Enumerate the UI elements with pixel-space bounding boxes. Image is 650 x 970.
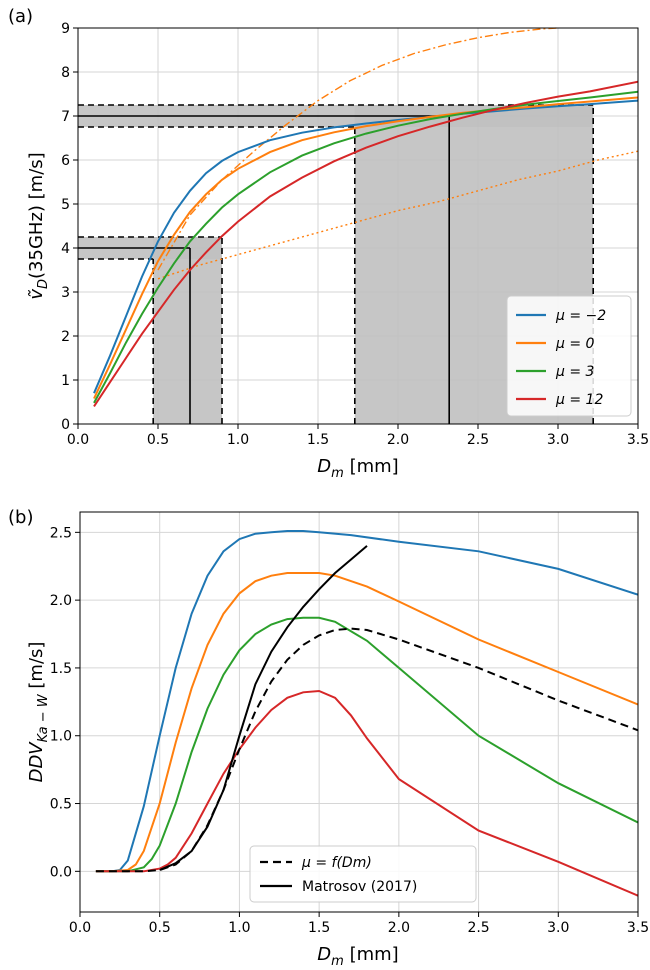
x-tick-label: 3.5 [627,920,649,936]
ddv-series-line-1 [95,572,639,873]
shaded-region [153,237,222,424]
x-tick-label: 0.5 [149,920,171,936]
panel-a: (a) 0.0 0.5 1.0 1.5 2.0 2.5 3.0 3.5 0 1 2 3 4 5 6 7 8 9 D… [8,6,649,481]
x-tick-label: 3.0 [547,920,569,936]
x-tick-label: 0.5 [147,432,169,448]
legend-label: μ = 0 [555,336,595,352]
x-tick-label: 1.5 [307,432,329,448]
panel-a-ylabel: ṽD(35GHz) [m/s] [26,152,51,299]
legend-label: μ = −2 [555,308,606,324]
legend-label: μ = f(Dm) [301,855,372,871]
panel-b-curves [95,530,639,897]
x-tick-label: 2.5 [467,920,489,936]
legend-label: μ = 12 [555,392,603,408]
y-tick-label: 8 [61,65,70,81]
panel-a-xlabel: Dm [mm] [317,456,398,481]
series-line-mu-1 [93,96,639,399]
y-tick-label: 7 [61,109,70,125]
x-tick-label: 1.0 [227,432,249,448]
y-tick-label: 1 [61,373,70,389]
x-tick-label: 1.5 [308,920,330,936]
y-tick-label: 0 [61,417,70,433]
y-tick-label: 6 [61,153,70,169]
ddv-series-line-2 [95,616,639,873]
legend-label: μ = 3 [555,364,594,380]
x-tick-label: 3.0 [547,432,569,448]
x-tick-label: 2.5 [467,432,489,448]
y-tick-label: 9 [61,21,70,37]
legend-label: Matrosov (2017) [302,879,417,895]
x-tick-label: 1.0 [228,920,250,936]
y-tick-label: 3 [61,285,70,301]
y-tick-label: 0.5 [50,797,72,813]
y-tick-label: 1.5 [50,661,72,677]
x-tick-label: 2.0 [387,432,409,448]
x-tick-label: 3.5 [627,432,649,448]
y-tick-label: 2.0 [50,593,72,609]
panel-a-legend: μ = −2 μ = 0 μ = 3 μ = 12 [506,295,632,417]
y-tick-label: 2.5 [50,525,72,541]
y-tick-label: 0.0 [50,864,72,880]
y-tick-label: 4 [61,241,70,257]
ddv-series-line-0 [95,530,639,873]
ddv-series-line-5 [159,545,368,871]
panel-b: (b) 0.0 0.5 1.0 1.5 2.0 2.5 3.0 3.5 0.0 0.5 1.0 1.5… [8,507,649,969]
panel-b-label: (b) [8,507,33,528]
y-tick-label: 5 [61,197,70,213]
panel-a-curves [93,27,639,407]
panel-b-grid [80,512,638,912]
y-tick-label: 2 [61,329,70,345]
panel-b-xlabel: Dm [mm] [317,944,398,969]
x-tick-label: 0.0 [67,432,89,448]
y-tick-label: 1.0 [50,729,72,745]
x-tick-label: 0.0 [69,920,91,936]
panel-a-legend-box [506,295,632,417]
panel-b-legend: μ = f(Dm) Matrosov (2017) [249,845,477,903]
panel-a-frame [77,27,639,425]
panel-b-legend-box [249,845,477,903]
panel-b-ticks: 0.0 0.5 1.0 1.5 2.0 2.5 3.0 3.5 0.0 0.5 1.0 1.5 2.0 2… [50,525,649,936]
series-line-mu-0 [93,99,639,394]
panel-a-ticks: 0.0 0.5 1.0 1.5 2.0 2.5 3.0 3.5 0 1 2 3 4 5 6 7 8 9 [61,21,649,448]
ddv-series-line-3 [95,689,639,897]
panel-b-ylabel: DDVKa − W [m/s] [26,642,51,783]
series-line-mu-3 [93,80,639,407]
panel-a-label: (a) [8,6,33,27]
panel-b-frame [79,511,639,913]
x-tick-label: 2.0 [388,920,410,936]
